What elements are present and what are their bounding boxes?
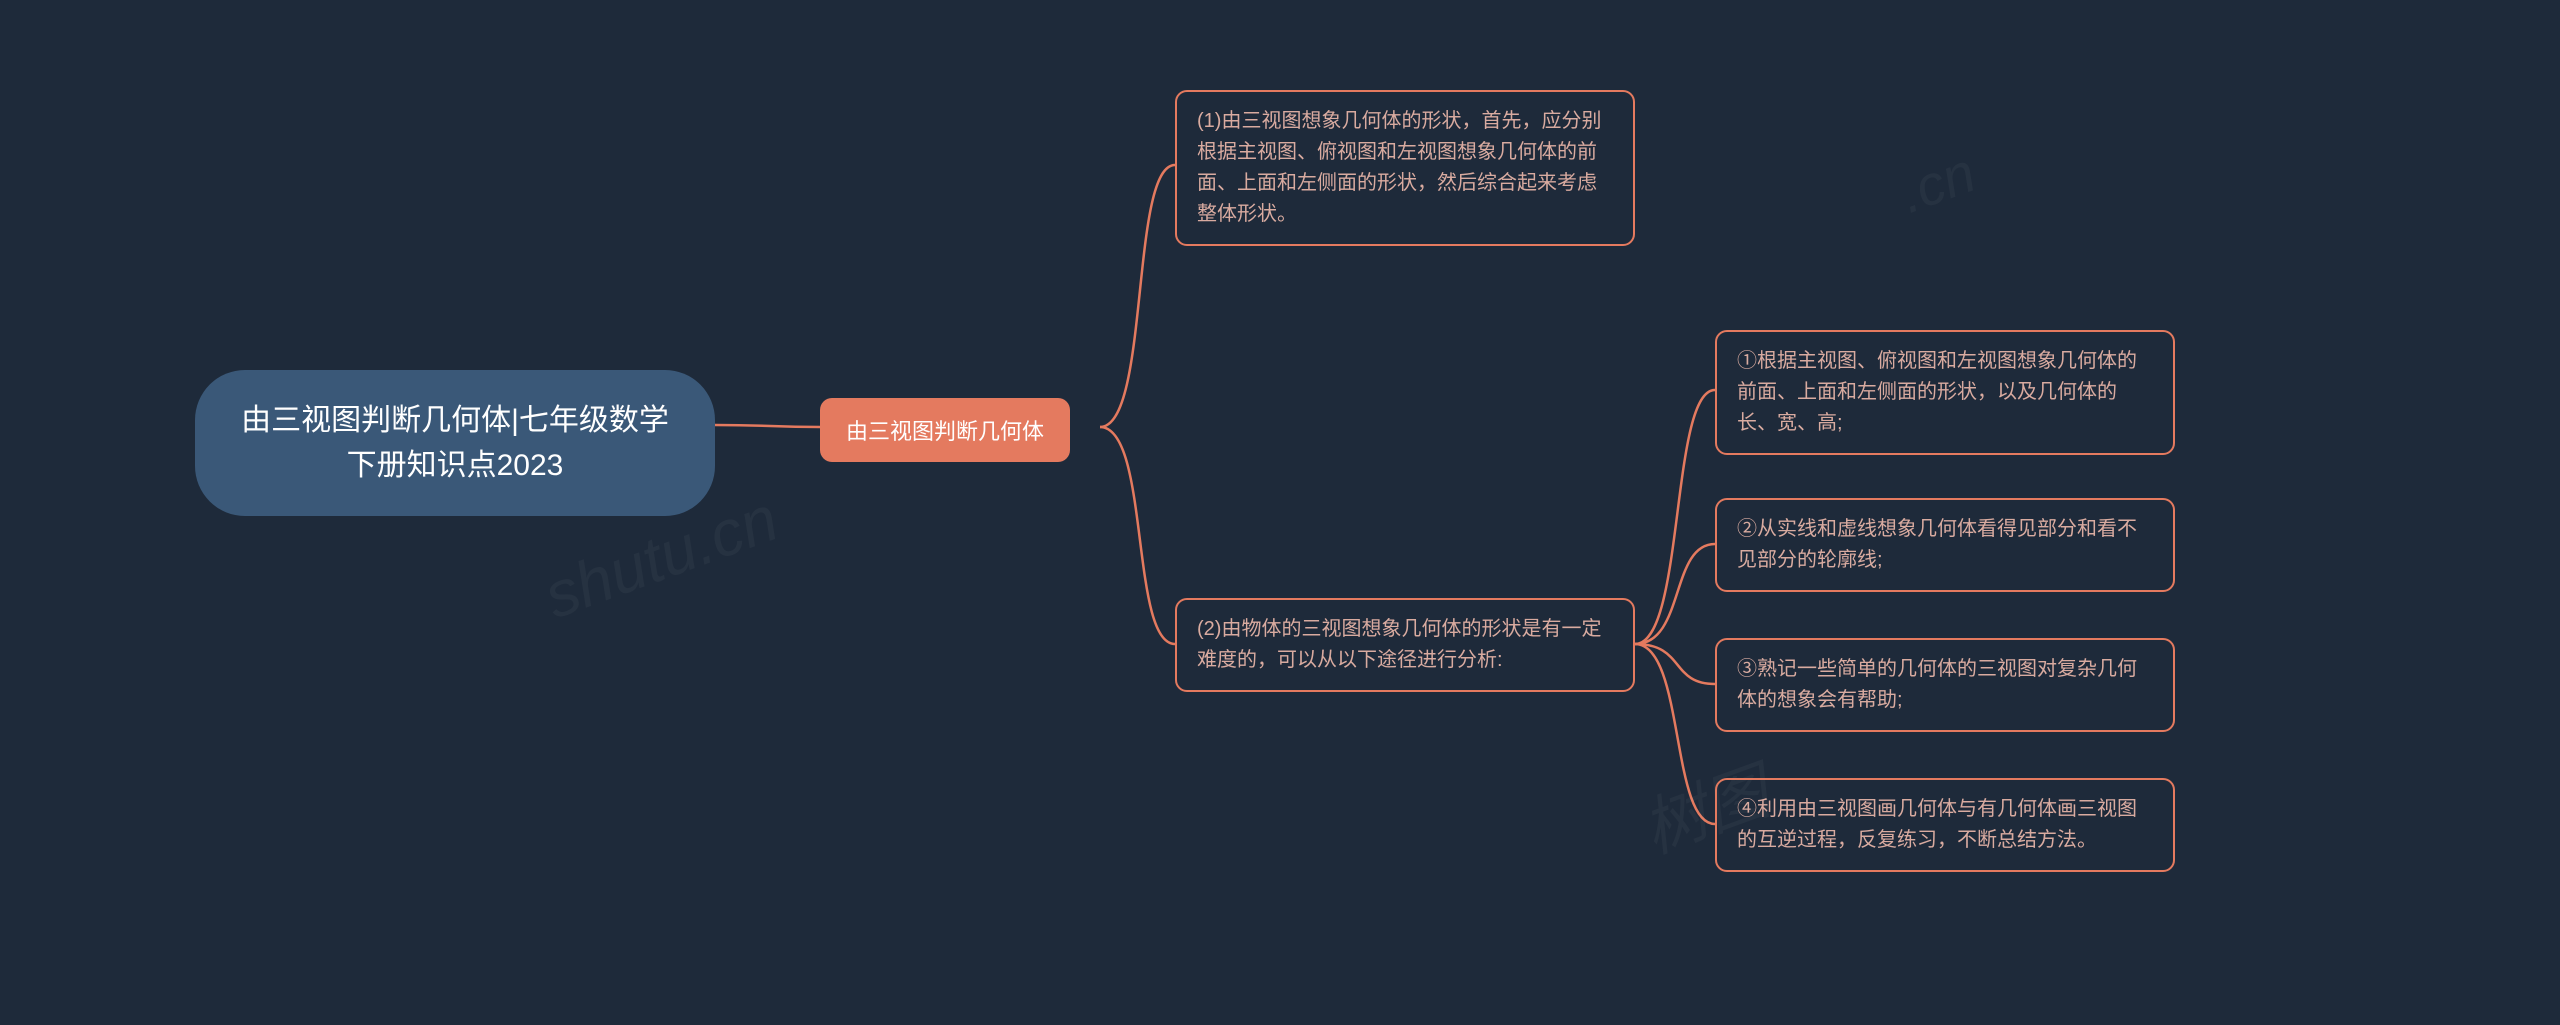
leaf-label: ③熟记一些简单的几何体的三视图对复杂几何体的想象会有帮助; (1737, 654, 2153, 716)
leaf-node-2[interactable]: (2)由物体的三视图想象几何体的形状是有一定难度的，可以从以下途径进行分析: (1175, 598, 1635, 692)
level1-node[interactable]: 由三视图判断几何体 (820, 398, 1070, 462)
watermark: .cn (1891, 139, 1983, 226)
leaf-node-2-1[interactable]: ①根据主视图、俯视图和左视图想象几何体的前面、上面和左侧面的形状，以及几何体的长… (1715, 330, 2175, 455)
leaf-label: ①根据主视图、俯视图和左视图想象几何体的前面、上面和左侧面的形状，以及几何体的长… (1737, 346, 2153, 439)
leaf-node-2-2[interactable]: ②从实线和虚线想象几何体看得见部分和看不见部分的轮廓线; (1715, 498, 2175, 592)
leaf-node-2-4[interactable]: ④利用由三视图画几何体与有几何体画三视图的互逆过程，反复练习，不断总结方法。 (1715, 778, 2175, 872)
leaf-node-1[interactable]: (1)由三视图想象几何体的形状，首先，应分别根据主视图、俯视图和左视图想象几何体… (1175, 90, 1635, 246)
root-label: 由三视图判断几何体|七年级数学下册知识点2023 (235, 398, 675, 488)
root-node[interactable]: 由三视图判断几何体|七年级数学下册知识点2023 (195, 370, 715, 516)
leaf-label: (1)由三视图想象几何体的形状，首先，应分别根据主视图、俯视图和左视图想象几何体… (1197, 106, 1613, 230)
leaf-label: ④利用由三视图画几何体与有几何体画三视图的互逆过程，反复练习，不断总结方法。 (1737, 794, 2153, 856)
level1-label: 由三视图判断几何体 (846, 414, 1044, 446)
leaf-label: ②从实线和虚线想象几何体看得见部分和看不见部分的轮廓线; (1737, 514, 2153, 576)
leaf-label: (2)由物体的三视图想象几何体的形状是有一定难度的，可以从以下途径进行分析: (1197, 614, 1613, 676)
leaf-node-2-3[interactable]: ③熟记一些简单的几何体的三视图对复杂几何体的想象会有帮助; (1715, 638, 2175, 732)
